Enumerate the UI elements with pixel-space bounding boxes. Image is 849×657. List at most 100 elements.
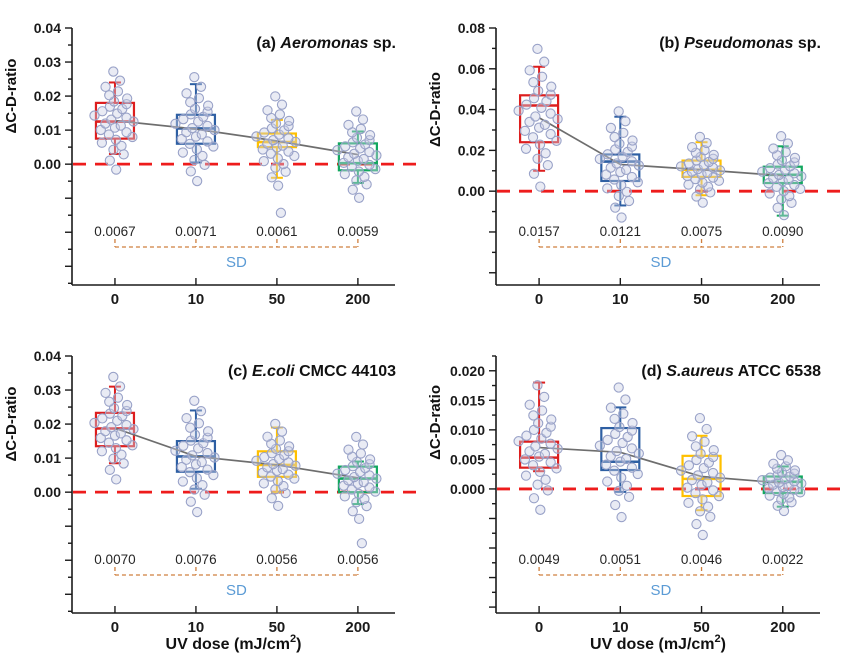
- panel-a-chart: 0.00 0.01 0.02 0.03 0.04 0 10 50 200 0.0067 0.0071…: [3, 20, 419, 308]
- scatter-point: [539, 56, 550, 67]
- scatter-point: [545, 438, 556, 449]
- scatter-point: [524, 399, 535, 410]
- panel-title: (d) S.aureus ATCC 6538: [641, 363, 821, 380]
- scatter-point: [780, 147, 791, 158]
- scatter-point: [613, 106, 624, 117]
- sd-bracket: [538, 567, 784, 576]
- scatter-point: [170, 445, 181, 456]
- scatter-point: [551, 463, 562, 474]
- scatter-point: [97, 106, 108, 117]
- mean-line: [538, 117, 783, 177]
- scatter-point: [283, 441, 295, 452]
- scatter-point: [358, 476, 369, 488]
- scatter-point: [108, 453, 119, 464]
- scatter-point: [616, 472, 627, 483]
- scatter-point: [623, 491, 635, 503]
- scatter-point: [626, 156, 637, 167]
- scatter-point: [272, 153, 283, 164]
- scatter-point: [768, 172, 779, 184]
- scatter-point: [534, 466, 546, 478]
- scatter-point: [627, 135, 638, 146]
- scatter-point: [768, 143, 779, 154]
- scatter-point: [89, 417, 100, 429]
- scatter-point: [177, 476, 189, 487]
- x-tick-label: 200: [770, 291, 795, 308]
- scatter-point: [110, 443, 122, 454]
- scatter-point: [694, 506, 706, 517]
- scatter-point: [520, 470, 532, 481]
- scatter-point: [355, 123, 367, 135]
- y-axis-label: ΔC-D-ratio: [427, 72, 444, 147]
- scatter-point: [686, 141, 698, 153]
- scatter-point: [121, 112, 132, 123]
- scatter-point: [542, 485, 553, 496]
- x-tick-label: 50: [693, 291, 710, 308]
- scatter-point: [532, 380, 543, 391]
- scatter-point: [527, 460, 539, 471]
- scatter-point: [108, 371, 119, 383]
- scatter-point: [347, 506, 358, 517]
- y-axis-label: ΔC-D-ratio: [427, 385, 444, 460]
- scatter-point: [702, 477, 713, 488]
- scatter-point: [196, 456, 207, 468]
- x-tick-label: 50: [269, 291, 286, 308]
- scatter-point: [620, 164, 632, 176]
- sd-value-label: 0.0051: [600, 552, 641, 567]
- panel-d-chart: 0.000 0.005 0.010 0.015 0.020 0 10 50 200 0.0049 0…: [427, 355, 844, 653]
- scatter-point: [190, 459, 202, 470]
- scatter-point: [528, 493, 540, 504]
- scatter-point: [197, 150, 208, 162]
- scatter-point: [270, 91, 281, 102]
- scatter-point: [615, 456, 626, 467]
- scatter-point: [109, 430, 121, 441]
- scatter-point: [192, 506, 203, 518]
- scatter-point: [110, 134, 122, 145]
- scatter-point: [626, 462, 638, 473]
- scatter-point: [602, 434, 613, 446]
- scatter-point: [535, 181, 546, 192]
- scatter-point: [106, 422, 117, 433]
- scatter-point: [262, 462, 273, 473]
- scatter-point: [626, 443, 637, 454]
- scatter-point: [274, 435, 286, 446]
- y-tick-label: 0.02: [34, 416, 61, 432]
- scatter-point: [116, 449, 127, 460]
- sd-value-label: 0.0076: [175, 552, 216, 567]
- scatter-point: [611, 445, 622, 457]
- y-axis-label: ΔC-D-ratio: [3, 387, 20, 462]
- scatter-point: [691, 518, 702, 530]
- scatter-point: [343, 152, 354, 163]
- scatter-point: [533, 451, 545, 462]
- scatter-point: [528, 168, 540, 179]
- scatter-point: [189, 154, 200, 166]
- scatter-point: [277, 140, 288, 151]
- scatter-point: [189, 395, 200, 406]
- scatter-point: [351, 431, 362, 443]
- scatter-point: [699, 436, 710, 447]
- scatter-point: [270, 418, 281, 430]
- scatter-point: [536, 405, 548, 416]
- scatter-point: [633, 448, 644, 459]
- scatter-point: [277, 463, 288, 475]
- scatter-point: [533, 418, 544, 429]
- scatter-point: [121, 419, 132, 431]
- scatter-point: [104, 90, 115, 101]
- scatter-point: [283, 120, 294, 132]
- scatter-point: [528, 410, 539, 421]
- scatter-point: [280, 166, 291, 177]
- scatter-point: [276, 99, 288, 110]
- y-tick-label: 0.08: [458, 20, 485, 36]
- scatter-point: [108, 66, 119, 77]
- scatter-point: [605, 402, 617, 413]
- scatter-point: [683, 460, 695, 471]
- scatter-point: [283, 133, 294, 144]
- scatter-point: [103, 129, 115, 140]
- scatter-point: [347, 184, 358, 195]
- y-axis-label: ΔC-D-ratio: [3, 59, 20, 134]
- scatter-point: [202, 464, 213, 475]
- scatter-point: [708, 153, 719, 164]
- scatter-point: [789, 465, 801, 476]
- scatter-point: [262, 105, 273, 116]
- x-tick-label: 0: [111, 619, 119, 636]
